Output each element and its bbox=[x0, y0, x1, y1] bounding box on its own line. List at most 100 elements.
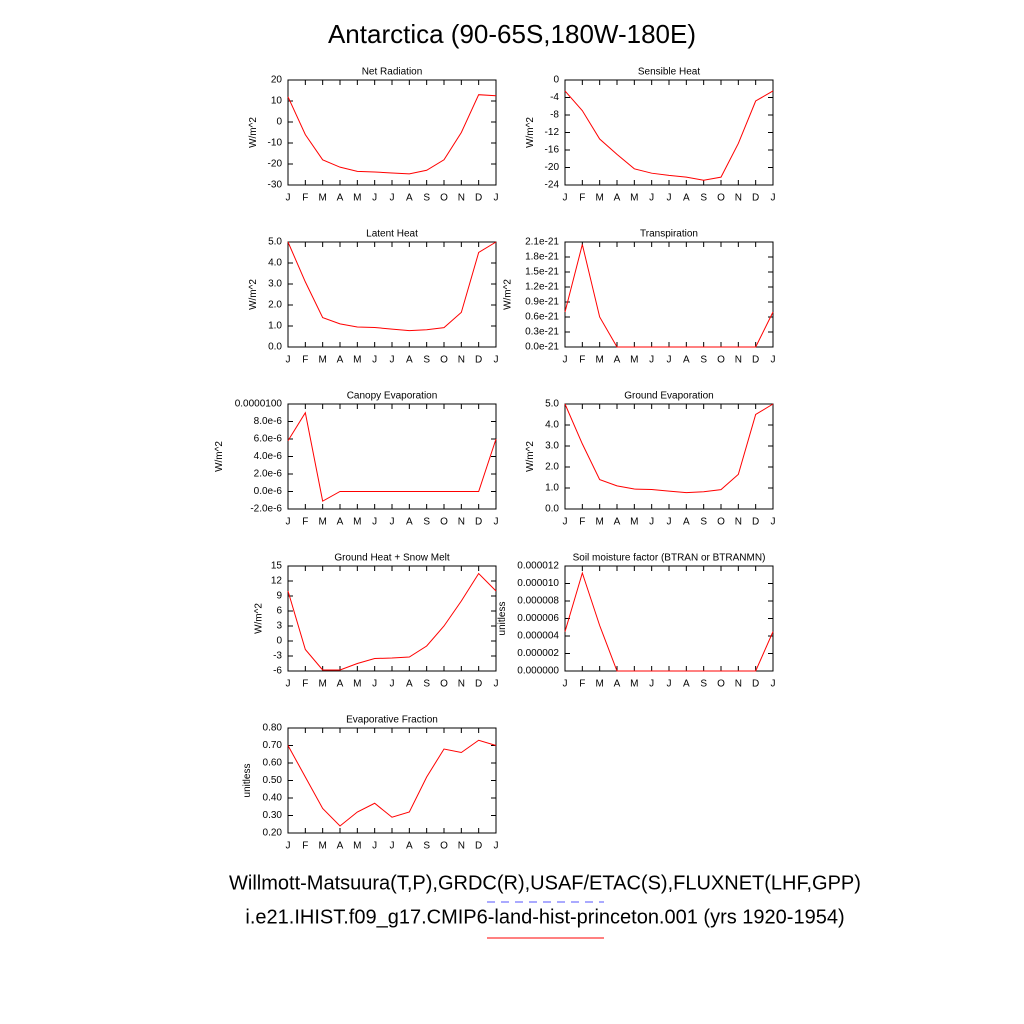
y-tick-label: 0.0000100 bbox=[235, 399, 283, 410]
x-tick-label: A bbox=[683, 193, 690, 204]
figure-title: Antarctica (90-65S,180W-180E) bbox=[328, 19, 696, 49]
x-tick-label: D bbox=[752, 193, 759, 204]
x-tick-label: O bbox=[717, 679, 725, 690]
x-tick-label: D bbox=[475, 679, 482, 690]
x-tick-label: J bbox=[372, 517, 377, 528]
y-tick-label: 5.0 bbox=[545, 399, 559, 410]
x-tick-label: J bbox=[494, 355, 499, 366]
y-tick-label: -4 bbox=[550, 92, 559, 103]
x-tick-label: M bbox=[595, 355, 603, 366]
x-tick-label: J bbox=[286, 355, 291, 366]
y-tick-label: 2.1e-21 bbox=[525, 237, 559, 248]
data-line bbox=[564, 571, 774, 672]
plot-frame bbox=[564, 403, 774, 510]
x-tick-label: D bbox=[752, 517, 759, 528]
x-tick-label: A bbox=[683, 517, 690, 528]
x-tick-label: M bbox=[630, 517, 638, 528]
data-line bbox=[287, 241, 497, 332]
y-tick-label: -3 bbox=[273, 651, 282, 662]
x-tick-label: N bbox=[735, 517, 742, 528]
x-tick-label: M bbox=[318, 517, 326, 528]
x-tick-label: J bbox=[771, 517, 776, 528]
y-tick-label: -8 bbox=[550, 110, 559, 121]
y-tick-label: -6 bbox=[273, 666, 282, 677]
x-tick-label: A bbox=[614, 517, 621, 528]
y-tick-label: -24 bbox=[545, 180, 560, 191]
y-tick-label: 0 bbox=[553, 75, 559, 86]
x-tick-label: J bbox=[649, 679, 654, 690]
x-tick-label: A bbox=[337, 193, 344, 204]
x-tick-label: S bbox=[423, 841, 430, 852]
y-axis-label: W/m^2 bbox=[253, 603, 264, 634]
x-tick-label: D bbox=[752, 679, 759, 690]
x-tick-label: O bbox=[717, 517, 725, 528]
x-tick-label: M bbox=[318, 193, 326, 204]
data-line bbox=[287, 739, 497, 827]
data-line bbox=[564, 244, 774, 348]
legend-label: Willmott-Matsuura(T,P),GRDC(R),USAF/ETAC… bbox=[229, 872, 861, 894]
y-tick-label: 0.0e-21 bbox=[525, 342, 559, 353]
x-tick-label: A bbox=[406, 355, 413, 366]
x-tick-label: S bbox=[423, 193, 430, 204]
y-tick-label: 1.0 bbox=[545, 483, 559, 494]
y-tick-label: 0.0 bbox=[545, 504, 559, 515]
y-tick-label: 0.9e-21 bbox=[525, 297, 559, 308]
x-tick-label: M bbox=[318, 355, 326, 366]
x-tick-label: J bbox=[563, 355, 568, 366]
y-tick-label: -16 bbox=[545, 145, 560, 156]
x-tick-label: A bbox=[337, 355, 344, 366]
y-tick-label: 0.000006 bbox=[517, 613, 559, 624]
y-tick-label: 0.6e-21 bbox=[525, 312, 559, 323]
x-tick-label: S bbox=[700, 517, 707, 528]
x-tick-label: S bbox=[700, 679, 707, 690]
plot-frame bbox=[564, 79, 774, 186]
x-tick-label: J bbox=[286, 193, 291, 204]
y-tick-label: 8.0e-6 bbox=[254, 416, 283, 427]
y-axis-label: W/m^2 bbox=[248, 117, 259, 148]
x-tick-label: M bbox=[353, 841, 361, 852]
y-tick-label: 1.0 bbox=[268, 321, 282, 332]
x-tick-label: J bbox=[494, 679, 499, 690]
y-tick-label: 3.0 bbox=[268, 279, 282, 290]
data-line bbox=[287, 572, 497, 671]
y-axis-label: W/m^2 bbox=[502, 279, 513, 310]
x-tick-label: A bbox=[337, 517, 344, 528]
x-tick-label: D bbox=[475, 841, 482, 852]
y-tick-label: 0.0e-6 bbox=[254, 486, 283, 497]
y-tick-label: 2.0 bbox=[268, 300, 282, 311]
x-tick-label: N bbox=[735, 355, 742, 366]
x-tick-label: J bbox=[372, 355, 377, 366]
x-tick-label: J bbox=[649, 193, 654, 204]
x-tick-label: O bbox=[717, 355, 725, 366]
x-tick-label: J bbox=[390, 355, 395, 366]
x-tick-label: M bbox=[595, 517, 603, 528]
x-tick-label: J bbox=[667, 679, 672, 690]
y-tick-label: 0.3e-21 bbox=[525, 327, 559, 338]
y-tick-label: -2.0e-6 bbox=[250, 504, 282, 515]
x-tick-label: F bbox=[579, 355, 585, 366]
legend-label: i.e21.IHIST.f09_g17.CMIP6-land-hist-prin… bbox=[245, 906, 844, 928]
data-line bbox=[564, 403, 774, 494]
x-tick-label: M bbox=[595, 193, 603, 204]
x-tick-label: A bbox=[683, 355, 690, 366]
x-tick-label: A bbox=[406, 841, 413, 852]
x-tick-label: D bbox=[475, 193, 482, 204]
x-tick-label: O bbox=[440, 517, 448, 528]
data-line bbox=[287, 94, 497, 175]
x-tick-label: M bbox=[353, 355, 361, 366]
x-tick-label: J bbox=[372, 193, 377, 204]
y-tick-label: 0.80 bbox=[263, 723, 283, 734]
x-tick-label: O bbox=[440, 193, 448, 204]
x-tick-label: J bbox=[649, 517, 654, 528]
x-tick-label: O bbox=[440, 679, 448, 690]
x-tick-label: A bbox=[337, 841, 344, 852]
y-tick-label: 0.50 bbox=[263, 775, 283, 786]
x-tick-label: M bbox=[353, 517, 361, 528]
x-tick-label: N bbox=[458, 193, 465, 204]
y-tick-label: 15 bbox=[271, 561, 283, 572]
y-tick-label: 6.0e-6 bbox=[254, 434, 283, 445]
y-tick-label: 0.000002 bbox=[517, 648, 559, 659]
plot-frame bbox=[287, 241, 497, 348]
